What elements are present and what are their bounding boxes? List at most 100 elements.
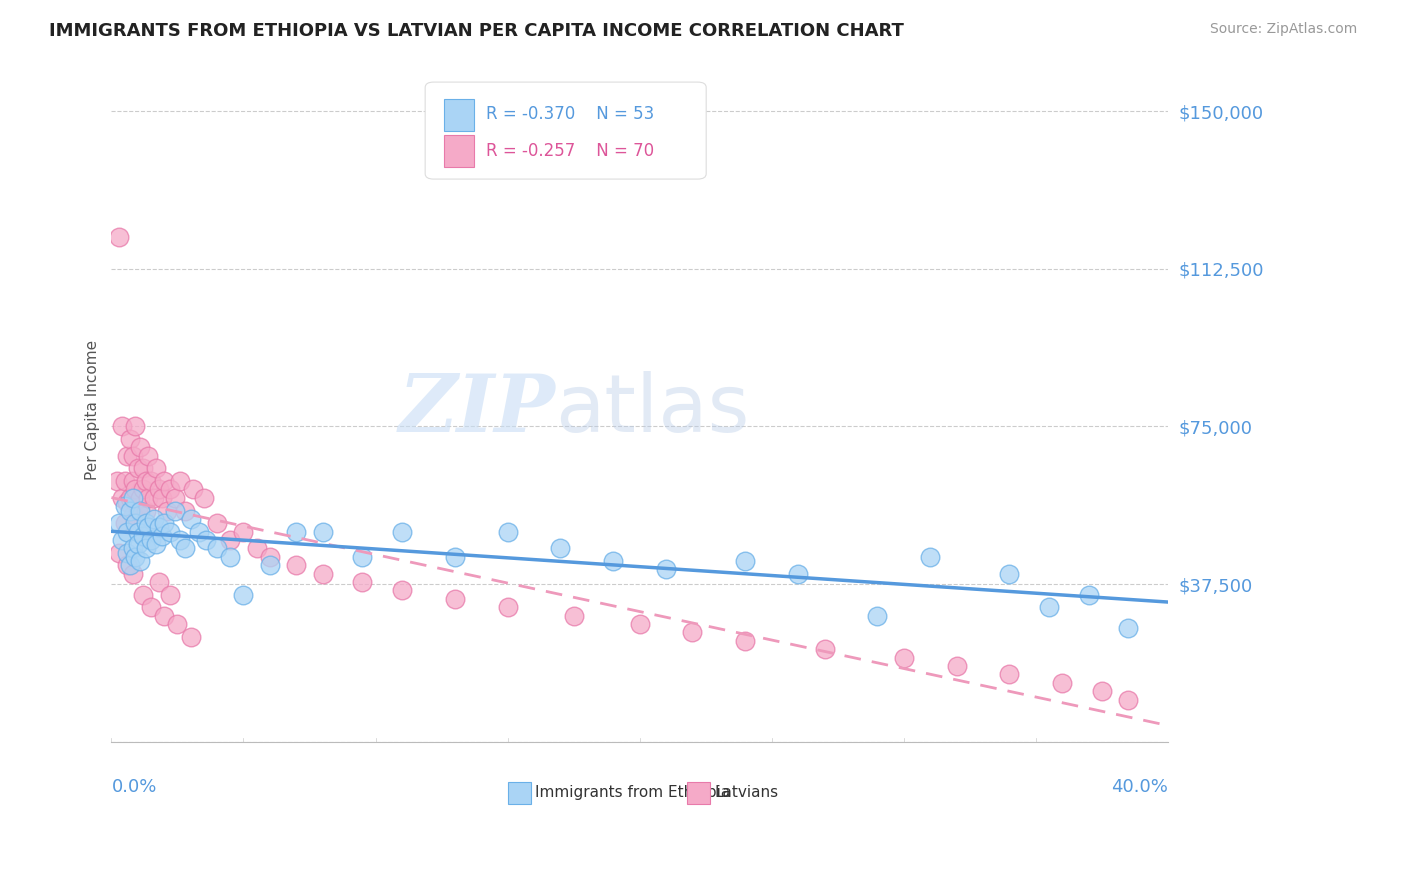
Point <box>114 474 136 488</box>
Point <box>195 533 218 547</box>
Point <box>156 503 179 517</box>
Point <box>117 545 139 559</box>
Point <box>391 524 413 539</box>
Point <box>312 524 335 539</box>
Point <box>117 495 139 509</box>
Point <box>1077 588 1099 602</box>
Bar <box>688 782 710 804</box>
Point <box>138 449 160 463</box>
Point <box>138 491 160 505</box>
Point <box>259 549 281 564</box>
Point <box>285 524 308 539</box>
Text: R = -0.370    N = 53: R = -0.370 N = 53 <box>486 105 655 123</box>
Point <box>142 491 165 505</box>
Point <box>285 558 308 573</box>
Point <box>118 503 141 517</box>
Point <box>787 566 810 581</box>
Point <box>562 608 585 623</box>
Point <box>111 533 134 547</box>
Point <box>181 483 204 497</box>
Point <box>443 549 465 564</box>
Point <box>169 474 191 488</box>
Point <box>866 608 889 623</box>
Point <box>108 516 131 530</box>
Y-axis label: Per Capita Income: Per Capita Income <box>86 340 100 480</box>
Text: Immigrants from Ethiopia: Immigrants from Ethiopia <box>536 786 730 800</box>
Point <box>174 541 197 556</box>
Point <box>139 600 162 615</box>
Point <box>655 562 678 576</box>
Text: 0.0%: 0.0% <box>111 779 157 797</box>
Bar <box>444 136 474 167</box>
Point <box>628 617 651 632</box>
Point <box>219 533 242 547</box>
Bar <box>508 782 531 804</box>
Point <box>135 541 157 556</box>
Point <box>813 642 835 657</box>
Point <box>129 554 152 568</box>
Point <box>108 545 131 559</box>
Point <box>1116 692 1139 706</box>
Point <box>602 554 624 568</box>
Point <box>443 591 465 606</box>
Text: ZIP: ZIP <box>398 371 555 449</box>
Point <box>132 588 155 602</box>
Point <box>124 483 146 497</box>
Point <box>159 588 181 602</box>
Point <box>127 537 149 551</box>
Point <box>121 474 143 488</box>
Point <box>132 529 155 543</box>
Text: atlas: atlas <box>555 370 749 449</box>
Point <box>945 659 967 673</box>
Point <box>352 549 374 564</box>
Point <box>163 491 186 505</box>
Text: Latvians: Latvians <box>714 786 779 800</box>
Text: Source: ZipAtlas.com: Source: ZipAtlas.com <box>1209 22 1357 37</box>
Point <box>998 667 1021 681</box>
Point <box>153 474 176 488</box>
Point <box>1050 676 1073 690</box>
Point <box>1038 600 1060 615</box>
Point <box>139 533 162 547</box>
Text: R = -0.257    N = 70: R = -0.257 N = 70 <box>486 142 655 160</box>
Point <box>129 491 152 505</box>
Point <box>111 419 134 434</box>
Point <box>219 549 242 564</box>
Point <box>127 503 149 517</box>
Point <box>893 650 915 665</box>
Point <box>135 503 157 517</box>
Point <box>1091 684 1114 698</box>
Point <box>391 583 413 598</box>
Point <box>117 558 139 573</box>
Point <box>734 633 756 648</box>
Point <box>121 449 143 463</box>
Point <box>118 432 141 446</box>
Point <box>920 549 942 564</box>
FancyBboxPatch shape <box>425 82 706 179</box>
Point <box>117 449 139 463</box>
Point <box>114 516 136 530</box>
Point <box>118 558 141 573</box>
Point <box>246 541 269 556</box>
Point <box>124 516 146 530</box>
Point <box>121 491 143 505</box>
Point <box>159 483 181 497</box>
Point <box>145 537 167 551</box>
Point <box>734 554 756 568</box>
Point <box>163 503 186 517</box>
Point <box>111 491 134 505</box>
Point <box>135 516 157 530</box>
Point <box>153 608 176 623</box>
Point <box>129 441 152 455</box>
Point <box>180 512 202 526</box>
Point <box>205 541 228 556</box>
Point <box>139 474 162 488</box>
Point <box>153 516 176 530</box>
Point <box>205 516 228 530</box>
Point <box>142 512 165 526</box>
Point <box>121 541 143 556</box>
Point <box>681 625 703 640</box>
Point <box>132 461 155 475</box>
Point <box>169 533 191 547</box>
Point <box>150 529 173 543</box>
